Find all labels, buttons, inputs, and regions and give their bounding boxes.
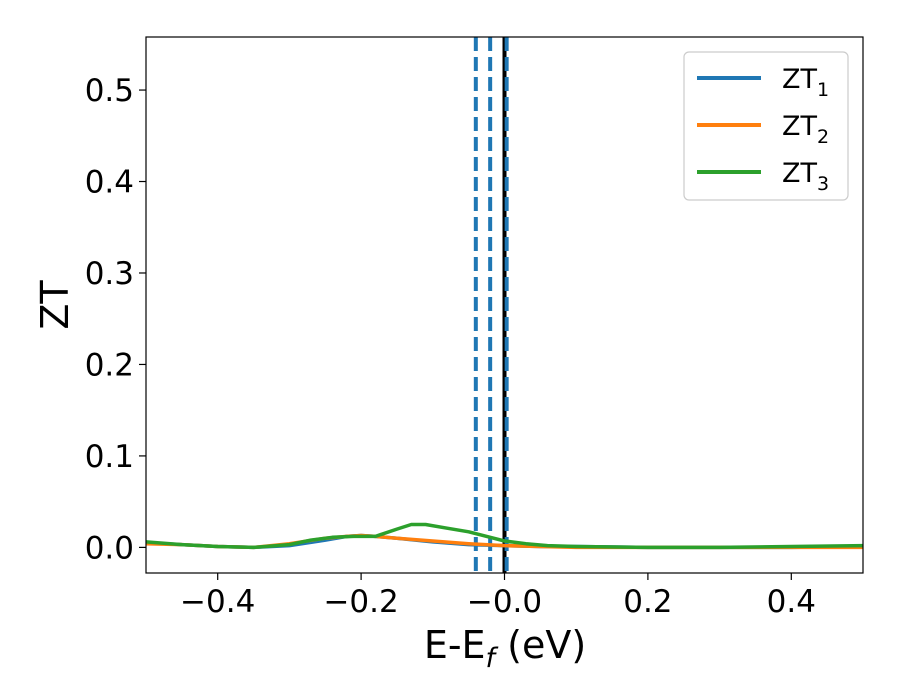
legend-box — [683, 51, 849, 201]
x-axis-ticks: −0.4 −0.2 −0.0 0.2 0.4 — [180, 573, 816, 620]
plot-area — [145, 36, 864, 574]
y-tick-label: 0.0 — [85, 530, 134, 566]
y-axis-label: ZT — [33, 280, 77, 330]
plot-content — [146, 37, 863, 573]
x-axis-label: E-Ef (eV) — [424, 623, 586, 674]
x-tick-label: −0.2 — [323, 584, 398, 620]
y-tick-label: 0.5 — [85, 73, 134, 109]
legend: ZT1 ZT2 ZT3 — [683, 51, 849, 201]
x-tick-label: −0.0 — [467, 584, 542, 620]
y-axis-ticks: 0.0 0.1 0.2 0.3 0.4 0.5 — [85, 73, 146, 566]
x-tick-label: −0.4 — [180, 584, 255, 620]
legend-label-zt2: ZT2 — [782, 111, 829, 148]
x-tick-label: 0.4 — [767, 584, 816, 620]
x-tick-label: 0.2 — [623, 584, 672, 620]
legend-label-zt3: ZT3 — [782, 158, 829, 195]
legend-label-zt1: ZT1 — [782, 64, 829, 101]
y-tick-label: 0.1 — [85, 439, 134, 475]
series-line-zt3 — [146, 522, 863, 550]
y-tick-label: 0.2 — [85, 347, 134, 383]
y-tick-label: 0.4 — [85, 165, 134, 201]
y-tick-label: 0.3 — [85, 256, 134, 292]
